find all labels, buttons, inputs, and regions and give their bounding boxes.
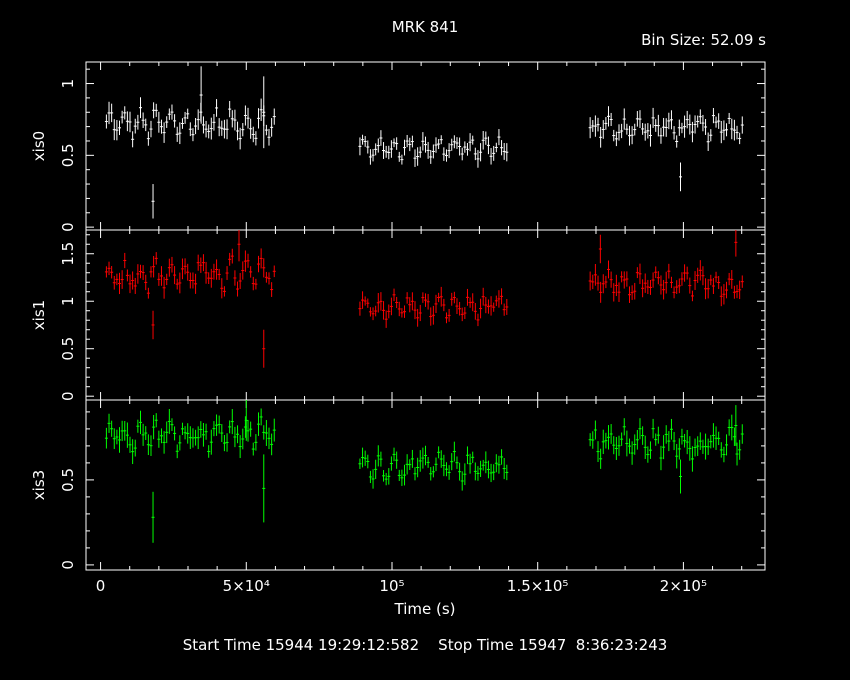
panels-group: 0 0.5 1 xis0 0 0.5 1 1.5 xis1 0 0.5 xis3 (30, 61, 766, 571)
series-xis1 (104, 230, 744, 368)
panel-xis0: 0 0.5 1 xis0 (30, 61, 766, 232)
y-tick-label: 1 (59, 79, 77, 89)
bin-size-label: Bin Size: 52.09 s (641, 31, 766, 49)
y-axis-label-xis0: xis0 (30, 131, 48, 161)
panel-frame (85, 399, 766, 571)
x-tick-label: 1.5×10⁵ (507, 577, 569, 595)
x-tick-labels: 0 5×10⁴ 10⁵ 1.5×10⁵ 2×10⁵ (96, 577, 707, 595)
y-tick-label: 0 (59, 222, 77, 232)
panel-xis3: 0 0.5 xis3 (30, 399, 766, 571)
time-range-footer: Start Time 15944 19:29:12:582 Stop Time … (182, 636, 668, 654)
y-axis-label-xis1: xis1 (30, 300, 48, 330)
series-xis0 (104, 66, 744, 219)
x-tick-label: 5×10⁴ (223, 577, 270, 595)
y-tick-label: 0 (59, 560, 77, 570)
y-tick-label: 1 (59, 296, 77, 306)
series-xis3 (104, 400, 744, 543)
x-axis-label: Time (s) (394, 600, 456, 618)
x-tick-label: 2×10⁵ (660, 577, 707, 595)
panel-frame (85, 229, 766, 401)
y-axis-label-xis3: xis3 (30, 470, 48, 500)
panel-xis1: 0 0.5 1 1.5 xis1 (30, 229, 766, 401)
x-tick-label: 0 (96, 577, 106, 595)
y-tick-label: 0 (59, 391, 77, 401)
x-tick-label: 10⁵ (379, 577, 404, 595)
y-tick-label: 0.5 (59, 337, 77, 361)
y-tick-label: 0.5 (59, 468, 77, 492)
y-tick-label: 0.5 (59, 143, 77, 167)
y-tick-label: 1.5 (59, 242, 77, 266)
chart-title: MRK 841 (391, 18, 459, 36)
